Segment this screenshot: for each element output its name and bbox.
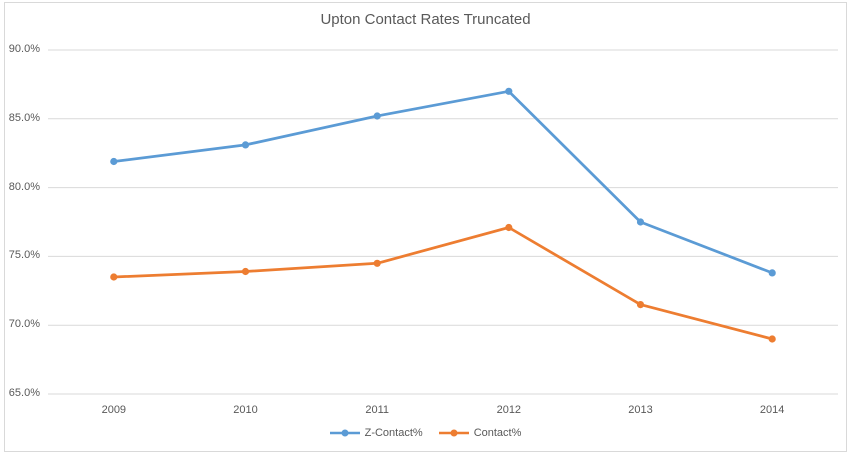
y-axis-tick-label: 90.0% — [8, 43, 40, 55]
data-point-contact — [373, 259, 381, 267]
data-point-z-contact — [636, 218, 645, 226]
legend: Z-Contact% Contact% — [0, 427, 851, 439]
x-axis-tick-label: 2010 — [233, 404, 258, 416]
y-axis-tick-label: 70.0% — [8, 318, 40, 331]
y-axis-tick-label: 65.0% — [8, 387, 40, 399]
legend-item-z-contact: Z-Contact% — [329, 427, 423, 439]
data-point-contact — [505, 223, 513, 232]
legend-marker-icon — [329, 429, 360, 437]
legend-marker-icon — [438, 429, 469, 437]
series-line-z-contact — [113, 89, 773, 275]
data-point-contact — [110, 273, 118, 281]
y-axis-tick-label: 80.0% — [8, 180, 40, 193]
legend-label: Z-Contact% — [364, 427, 423, 439]
x-axis-tick-label: 2013 — [628, 404, 653, 416]
data-point-z-contact — [110, 157, 118, 166]
x-axis-tick-label: 2011 — [365, 404, 389, 416]
data-point-z-contact — [768, 269, 776, 277]
x-axis-tick-label: 2014 — [759, 404, 785, 416]
legend-label: Contact% — [473, 427, 522, 439]
x-axis-tick-label: 2009 — [101, 404, 127, 416]
series-line-contact — [113, 226, 773, 341]
data-point-contact — [768, 335, 776, 343]
legend-item-contact: Contact% — [438, 427, 522, 439]
data-point-z-contact — [373, 112, 381, 120]
data-point-z-contact — [505, 87, 513, 95]
x-axis-tick-label: 2012 — [496, 404, 522, 416]
data-point-contact — [636, 301, 645, 309]
y-axis-tick-label: 75.0% — [8, 249, 40, 262]
data-point-contact — [241, 267, 250, 276]
data-point-z-contact — [241, 141, 250, 149]
y-axis-tick-label: 85.0% — [8, 111, 40, 124]
chart-title: Upton Contact Rates Truncated — [320, 11, 531, 28]
